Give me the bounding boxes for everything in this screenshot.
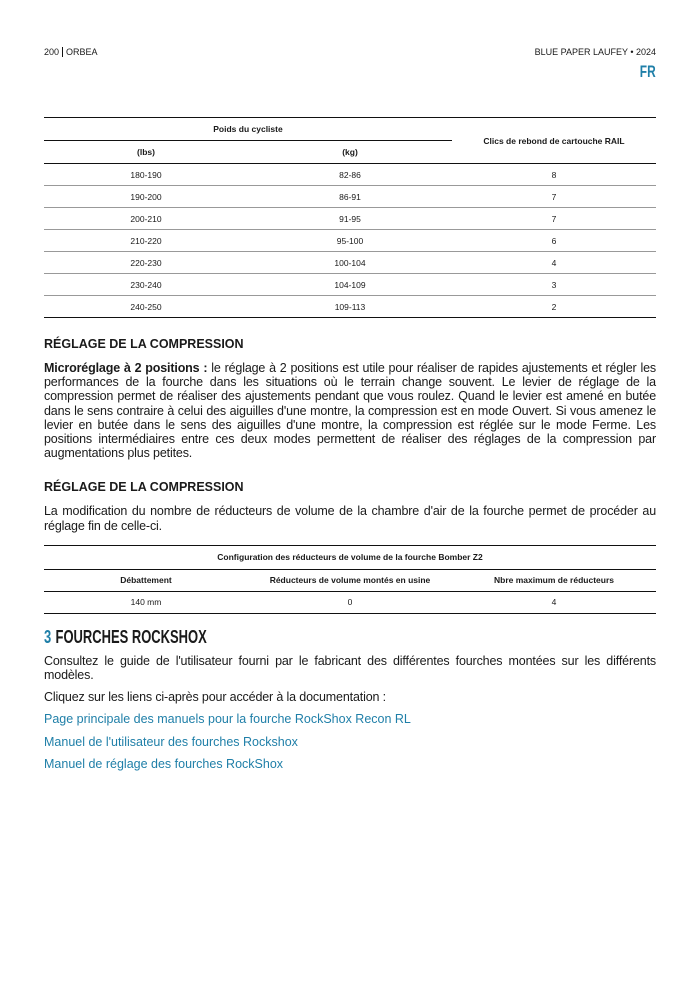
body-text: le réglage à 2 positions est utile pour … — [44, 361, 656, 461]
language-label: FR — [640, 62, 656, 81]
page-number: 200 — [44, 47, 60, 57]
table-cell: 7 — [452, 185, 656, 208]
table-row: 190-200 86-91 7 — [44, 185, 656, 208]
volume-reducer-table: Configuration des réducteurs de volume d… — [44, 545, 656, 614]
table-cell: 7 — [452, 207, 656, 230]
link-recon-rl-manuals[interactable]: Page principale des manuels pour la four… — [44, 712, 411, 727]
table-cell: 109-113 — [248, 295, 452, 318]
table-cell: 4 — [551, 597, 557, 608]
table-cell: 86-91 — [248, 185, 452, 208]
table-cell: 210-220 — [44, 229, 248, 252]
table-cell: 104-109 — [248, 273, 452, 296]
table-cell: 0 — [347, 597, 353, 608]
table-row: 220-230 100-104 4 — [44, 251, 656, 274]
section-number: 3 — [44, 626, 52, 647]
table-row: 140 mm 0 4 — [44, 591, 656, 614]
table-cell: 8 — [452, 163, 656, 186]
table-title: Configuration des réducteurs de volume d… — [217, 552, 483, 563]
table-row: 230-240 104-109 3 — [44, 273, 656, 296]
table-cell: 100-104 — [248, 251, 452, 274]
brand: ORBEA — [66, 47, 98, 57]
section-paragraph: Consultez le guide de l'utilisateur four… — [44, 653, 656, 683]
section-paragraph: La modification du nombre de réducteurs … — [44, 504, 656, 533]
table-cell: 82-86 — [248, 163, 452, 186]
table-row: 210-220 95-100 6 — [44, 229, 656, 252]
table-cell: 190-200 — [44, 185, 248, 208]
table-cell: 2 — [452, 295, 656, 318]
body-flow: RÉGLAGE DE LA COMPRESSION Microréglage à… — [44, 337, 656, 771]
table-cell: 95-100 — [248, 229, 452, 252]
clicks-header: Clics de rebond de cartouche RAIL — [452, 117, 656, 164]
table-cell: 4 — [452, 251, 656, 274]
col-header: Réducteurs de volume montés en usine — [269, 575, 431, 586]
kg-header: (kg) — [342, 147, 358, 157]
table-cell: 180-190 — [44, 163, 248, 186]
link-tuning-manual[interactable]: Manuel de réglage des fourches RockShox — [44, 756, 284, 771]
col-header: Nbre maximum de réducteurs — [494, 575, 614, 586]
table-cell: 3 — [452, 273, 656, 296]
table-cell: 91-95 — [248, 207, 452, 230]
lead-text: Microréglage à 2 positions : — [44, 361, 208, 375]
section-title: 3 FOURCHES ROCKSHOX — [44, 626, 485, 648]
document-title: BLUE PAPER LAUFEY • 2024 — [534, 47, 656, 57]
table-row: 200-210 91-95 7 — [44, 207, 656, 230]
link-user-manual[interactable]: Manuel de l'utilisateur des fourches Roc… — [44, 734, 298, 749]
table-cell: 200-210 — [44, 207, 248, 230]
table-cell: 6 — [452, 229, 656, 252]
section-title-text: FOURCHES ROCKSHOX — [55, 626, 207, 647]
page-header-left: 200 ORBEA — [44, 47, 98, 57]
rebound-table: Poids du cycliste Clics de rebond de car… — [44, 117, 656, 318]
table-row: 240-250 109-113 2 — [44, 295, 656, 318]
section-paragraph: Cliquez sur les liens ci-après pour accé… — [44, 690, 386, 705]
table-cell: 140 mm — [130, 597, 162, 608]
section-heading: RÉGLAGE DE LA COMPRESSION — [44, 480, 244, 495]
table-cell: 230-240 — [44, 273, 248, 296]
section-paragraph: Microréglage à 2 positions : le réglage … — [44, 361, 656, 460]
table-cell: 220-230 — [44, 251, 248, 274]
section-heading: RÉGLAGE DE LA COMPRESSION — [44, 337, 244, 351]
table-cell: 240-250 — [44, 295, 248, 318]
lbs-header: (lbs) — [137, 147, 155, 157]
col-header: Débattement — [120, 575, 172, 586]
group-header: Poids du cycliste — [44, 117, 452, 141]
table-row: 180-190 82-86 8 — [44, 163, 656, 186]
